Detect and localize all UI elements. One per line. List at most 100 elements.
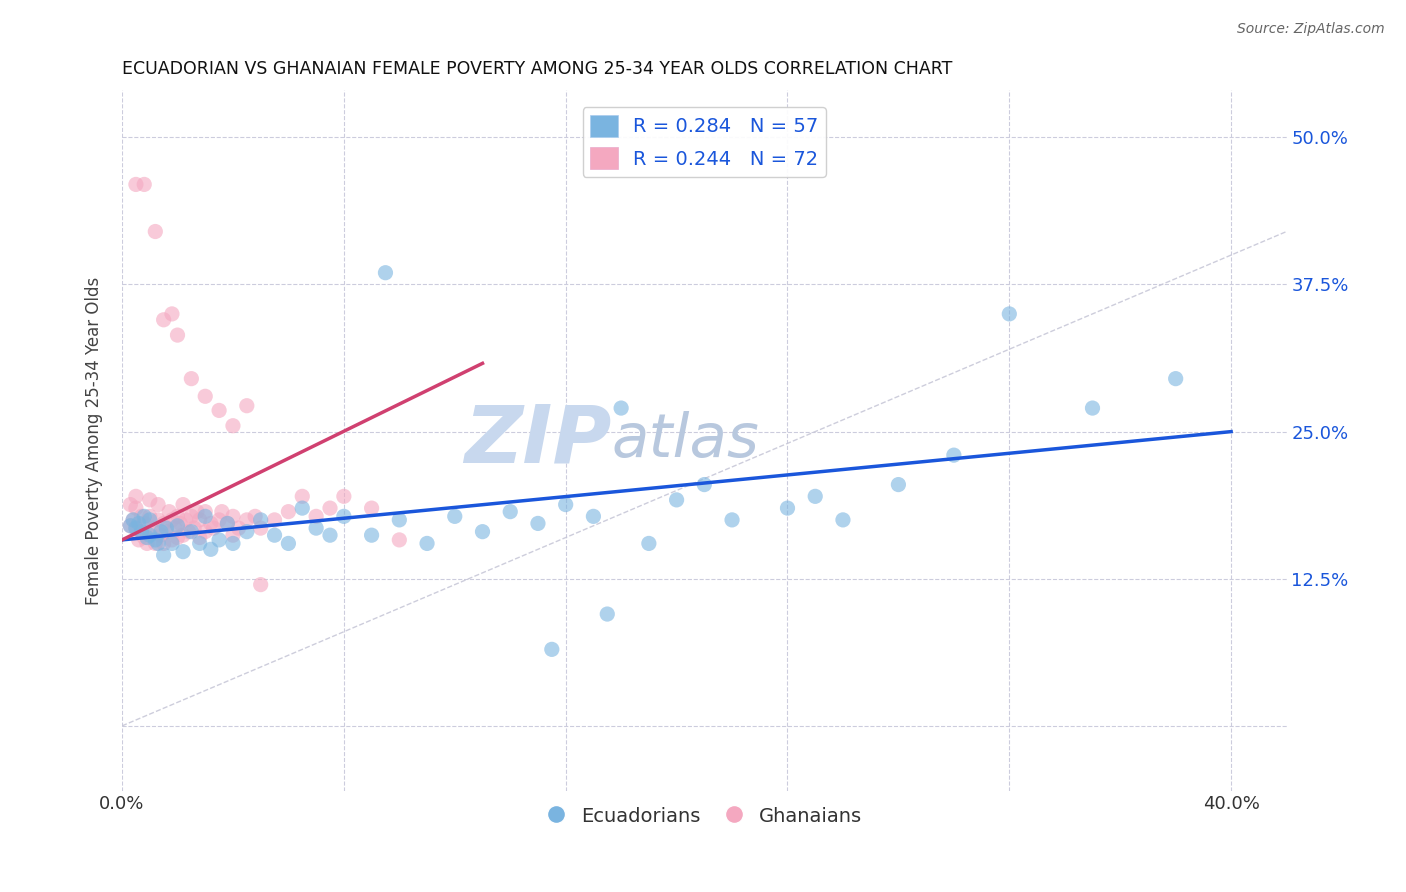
- Point: [416, 536, 439, 550]
- Point: [305, 521, 328, 535]
- Point: [125, 501, 148, 516]
- Point: [155, 524, 177, 539]
- Point: [194, 524, 217, 539]
- Point: [139, 524, 162, 539]
- Point: [180, 524, 202, 539]
- Point: [527, 516, 550, 531]
- Point: [200, 516, 222, 531]
- Point: [141, 521, 163, 535]
- Point: [166, 328, 188, 343]
- Point: [228, 521, 250, 535]
- Point: [211, 505, 233, 519]
- Point: [249, 513, 271, 527]
- Point: [134, 516, 156, 531]
- Text: ZIP: ZIP: [464, 401, 612, 479]
- Point: [166, 531, 188, 545]
- Point: [166, 518, 188, 533]
- Point: [333, 489, 356, 503]
- Point: [136, 531, 159, 545]
- Point: [188, 531, 211, 545]
- Point: [721, 513, 744, 527]
- Point: [125, 489, 148, 503]
- Point: [169, 516, 191, 531]
- Point: [177, 524, 200, 539]
- Point: [194, 389, 217, 403]
- Point: [134, 509, 156, 524]
- Point: [146, 513, 169, 527]
- Point: [263, 513, 285, 527]
- Point: [139, 513, 162, 527]
- Point: [194, 505, 217, 519]
- Point: [155, 521, 177, 535]
- Point: [243, 509, 266, 524]
- Point: [166, 509, 188, 524]
- Point: [174, 513, 197, 527]
- Point: [208, 533, 231, 547]
- Point: [134, 531, 156, 545]
- Point: [263, 528, 285, 542]
- Text: atlas: atlas: [612, 411, 759, 470]
- Point: [160, 513, 183, 527]
- Point: [1164, 371, 1187, 385]
- Point: [637, 536, 659, 550]
- Point: [471, 524, 494, 539]
- Point: [360, 528, 382, 542]
- Point: [125, 521, 148, 535]
- Point: [120, 518, 142, 533]
- Point: [152, 516, 174, 531]
- Point: [143, 533, 166, 547]
- Point: [693, 477, 716, 491]
- Text: ECUADORIAN VS GHANAIAN FEMALE POVERTY AMONG 25-34 YEAR OLDS CORRELATION CHART: ECUADORIAN VS GHANAIAN FEMALE POVERTY AM…: [122, 60, 952, 78]
- Point: [122, 513, 145, 527]
- Point: [222, 509, 245, 524]
- Point: [157, 505, 180, 519]
- Point: [186, 505, 208, 519]
- Point: [319, 501, 342, 516]
- Point: [202, 521, 225, 535]
- Point: [149, 524, 172, 539]
- Point: [222, 418, 245, 433]
- Point: [180, 371, 202, 385]
- Point: [160, 536, 183, 550]
- Point: [443, 509, 465, 524]
- Point: [333, 509, 356, 524]
- Point: [540, 642, 562, 657]
- Point: [125, 178, 148, 192]
- Point: [998, 307, 1021, 321]
- Y-axis label: Female Poverty Among 25-34 Year Olds: Female Poverty Among 25-34 Year Olds: [86, 277, 103, 605]
- Point: [120, 518, 142, 533]
- Point: [139, 509, 162, 524]
- Point: [832, 513, 855, 527]
- Point: [222, 528, 245, 542]
- Point: [146, 498, 169, 512]
- Point: [887, 477, 910, 491]
- Point: [183, 521, 205, 535]
- Point: [596, 607, 619, 621]
- Point: [172, 544, 194, 558]
- Point: [143, 536, 166, 550]
- Text: Source: ZipAtlas.com: Source: ZipAtlas.com: [1237, 22, 1385, 37]
- Point: [134, 178, 156, 192]
- Point: [499, 505, 522, 519]
- Point: [236, 399, 259, 413]
- Point: [208, 403, 231, 417]
- Point: [139, 528, 162, 542]
- Point: [122, 513, 145, 527]
- Point: [249, 521, 271, 535]
- Point: [188, 513, 211, 527]
- Point: [305, 509, 328, 524]
- Point: [152, 536, 174, 550]
- Point: [236, 513, 259, 527]
- Point: [291, 489, 314, 503]
- Point: [128, 516, 150, 531]
- Point: [128, 533, 150, 547]
- Point: [131, 524, 153, 539]
- Point: [136, 536, 159, 550]
- Point: [804, 489, 827, 503]
- Point: [125, 521, 148, 535]
- Point: [217, 516, 239, 531]
- Point: [277, 536, 299, 550]
- Point: [665, 492, 688, 507]
- Point: [610, 401, 633, 415]
- Point: [200, 542, 222, 557]
